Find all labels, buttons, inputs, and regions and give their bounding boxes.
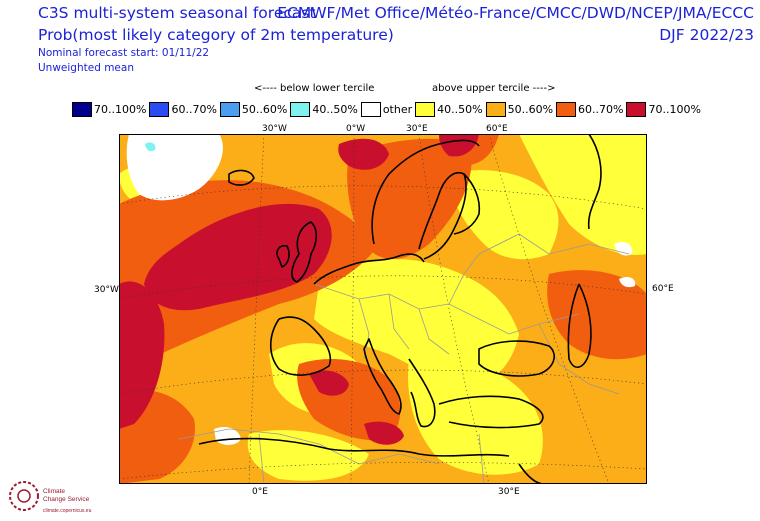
graticule-line — [119, 369, 647, 395]
legend-swatch — [290, 101, 311, 117]
country-border — [478, 313, 580, 335]
logo-line3: climate.copernicus.eu — [43, 508, 92, 514]
country-border — [518, 233, 630, 255]
legend-swatch — [360, 101, 381, 117]
region-above-40-50-south — [247, 430, 369, 481]
legend-item: other — [360, 101, 413, 117]
bottom-lon-label-30e: 30°E — [498, 487, 520, 497]
region-above-60-70-east — [547, 270, 647, 360]
region-above-70-100-far-west — [119, 281, 165, 429]
coastline-black-sea — [478, 340, 555, 377]
country-border — [313, 283, 480, 320]
legend-item: 40..50% — [415, 101, 483, 117]
graticule-line — [350, 134, 355, 484]
logo-line1: Climate — [43, 488, 65, 495]
coastline-uk — [291, 221, 318, 283]
coastline-continent-north — [313, 253, 425, 285]
region-other-northeast — [619, 276, 636, 288]
probability-map — [119, 134, 647, 484]
legend-swatch — [556, 101, 577, 117]
region-above-70-100-atlantic — [144, 203, 332, 311]
top-lon-label-60e: 60°E — [486, 124, 508, 134]
region-above-60-70-scandinavia — [347, 138, 472, 259]
coastline-iceland — [228, 169, 255, 186]
country-border — [178, 428, 320, 445]
weighting-note: Unweighted mean — [38, 62, 134, 74]
legend-item: 50..60% — [219, 101, 288, 117]
country-border — [258, 433, 265, 484]
legend-swatch — [219, 101, 240, 117]
map-title-line1: C3S multi-system seasonal forecast — [38, 4, 316, 22]
legend-item: 40..50% — [290, 101, 358, 117]
top-lon-label-30e: 30°E — [406, 124, 428, 134]
country-border — [478, 433, 485, 484]
legend-item-label: 60..70% — [171, 102, 217, 116]
logo-line2: Change Service — [43, 496, 90, 503]
legend-item-label: other — [382, 102, 413, 116]
legend-item: 60..70% — [149, 101, 217, 117]
graticule-line — [488, 134, 610, 484]
top-lon-label-30w: 30°W — [262, 124, 287, 134]
coastline-arctic-islands — [587, 134, 602, 230]
coastline-caspian — [567, 283, 592, 368]
graticule-line — [119, 275, 647, 300]
color-legend: 70..100% 60..70% 50..60% 40..50% other 40..50… — [72, 101, 704, 117]
left-lon-label: 30°W — [94, 285, 119, 295]
country-border — [358, 298, 370, 360]
forecast-start-note: Nominal forecast start: 01/11/22 — [38, 47, 210, 59]
country-border — [538, 323, 620, 395]
legend-swatch — [149, 101, 170, 117]
legend-item: 70..100% — [72, 101, 147, 117]
region-above-70-100-baltic — [439, 134, 479, 157]
season-label: DJF 2022/23 — [659, 26, 754, 44]
region-other-asia — [614, 242, 633, 256]
legend-swatch — [72, 101, 92, 117]
coastline-north-africa — [198, 437, 510, 457]
region-below-40-50-arctic — [145, 142, 156, 152]
legend-item: 50..60% — [485, 101, 554, 117]
legend-item-label: 50..60% — [507, 102, 554, 116]
region-above-40-50-east — [519, 134, 647, 255]
coastline-balkans-greece — [408, 358, 436, 428]
region-above-70-100-north-sea — [338, 138, 389, 170]
legend-item-label: 50..60% — [241, 102, 288, 116]
region-above-40-50-central-europe — [314, 259, 519, 385]
region-above-70-100-libya — [364, 421, 404, 445]
legend-item: 70..100% — [626, 101, 701, 117]
map-title-line2: Prob(most likely category of 2m temperat… — [38, 26, 394, 44]
legend-item: 60..70% — [556, 101, 624, 117]
legend-item-label: 40..50% — [312, 102, 358, 116]
country-border — [418, 308, 450, 355]
legend-item-label: 70..100% — [648, 102, 701, 116]
region-above-40-50-balkans — [408, 355, 543, 475]
legend-swatch — [415, 101, 436, 117]
coastline-iberia — [269, 316, 332, 376]
coastline-italy — [363, 338, 402, 415]
model-sources: ECMWF/Met Office/Météo-France/CMCC/DWD/N… — [277, 4, 754, 22]
legend-above-label: above upper tercile ----> — [432, 83, 556, 94]
top-lon-label-0w: 0°W — [346, 124, 366, 134]
bottom-lon-label-0e: 0°E — [252, 487, 268, 497]
country-border — [448, 233, 520, 305]
country-border — [388, 293, 410, 350]
graticule-line — [119, 462, 647, 480]
legend-swatch — [626, 101, 647, 117]
coastline-norway — [371, 139, 480, 245]
copernicus-c3s-logo: Climate Change Service climate.copernicu… — [9, 481, 92, 514]
legend-below-label: <---- below lower tercile — [254, 83, 375, 94]
graticule-line — [119, 185, 647, 210]
coastline-turkey — [438, 395, 544, 429]
right-lon-label: 60°E — [652, 284, 674, 294]
legend-item-label: 60..70% — [578, 102, 624, 116]
country-border — [318, 443, 440, 465]
legend-swatch — [485, 101, 506, 117]
graticule-line — [248, 134, 265, 484]
legend-item-label: 70..100% — [94, 102, 147, 116]
region-above-70-100-med — [309, 370, 349, 396]
legend-item-label: 40..50% — [437, 102, 483, 116]
coastline-ireland — [276, 244, 290, 268]
coastline-finland — [453, 173, 481, 235]
